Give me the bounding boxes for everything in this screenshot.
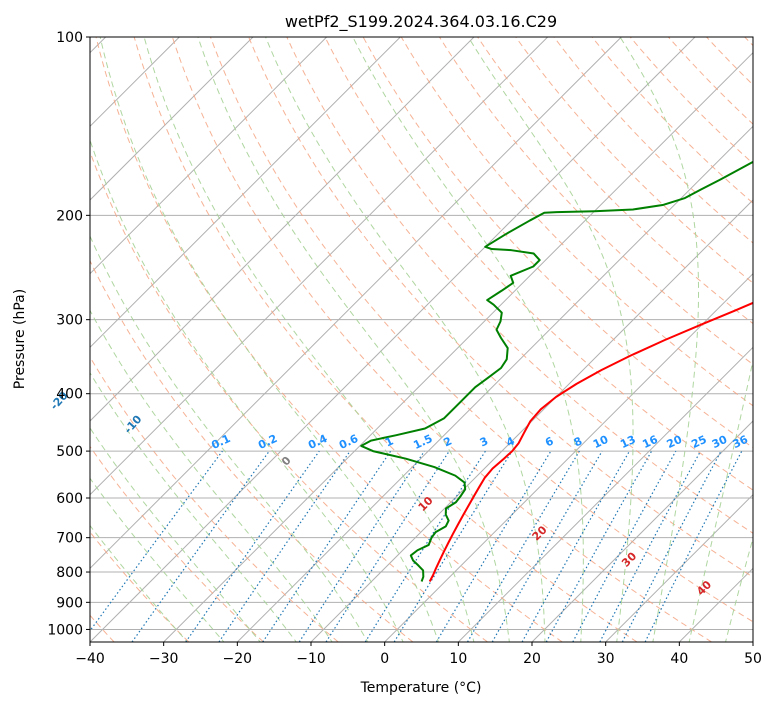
mixing-ratio-label: 36 xyxy=(731,433,751,451)
mixing-ratio-line xyxy=(185,450,320,642)
mixing-ratio-label: 10 xyxy=(591,433,611,451)
x-tick-label-20: 20 xyxy=(523,651,541,667)
moist-adiabat xyxy=(90,309,333,642)
isotherm xyxy=(605,493,753,642)
mixing-ratio-line xyxy=(262,450,392,642)
dry-adiabat xyxy=(90,445,264,642)
moist-adiabat xyxy=(725,536,753,642)
dry-adiabats xyxy=(90,37,753,642)
moist-adiabat xyxy=(688,358,753,642)
mixing-ratio-line xyxy=(521,450,631,642)
mixing-ratio-line xyxy=(393,450,513,642)
mixing-ratio-line xyxy=(545,450,653,642)
x-tick-label--20: −20 xyxy=(223,651,253,667)
moist-adiabat xyxy=(90,427,261,642)
y-tick-label-200: 200 xyxy=(56,208,83,224)
moist-adiabat xyxy=(467,37,634,642)
mixing-ratio-label: 30 xyxy=(710,433,730,451)
dry-adiabat xyxy=(95,37,563,642)
dewpoint-line xyxy=(360,160,753,582)
moist-adiabat xyxy=(90,524,188,642)
isotherm xyxy=(90,37,401,349)
isotherm xyxy=(90,37,622,570)
isotherm xyxy=(384,272,753,642)
y-tick-label-1000: 1000 xyxy=(47,622,83,638)
mixing-ratio-line xyxy=(90,450,223,632)
x-tick-label--40: −40 xyxy=(75,651,105,667)
x-tick-label-50: 50 xyxy=(744,651,762,667)
y-tick-label-600: 600 xyxy=(56,491,83,507)
moist-adiabat xyxy=(90,371,297,642)
dry-adiabat xyxy=(248,37,753,578)
mixing-ratio-label: 16 xyxy=(640,433,660,451)
mixing-ratio-lines xyxy=(90,450,743,642)
moist-adiabat xyxy=(90,138,404,642)
moist-adiabat xyxy=(197,37,510,642)
mixing-ratio-line xyxy=(131,450,270,642)
y-tick-label-300: 300 xyxy=(56,313,83,329)
y-tick-label-500: 500 xyxy=(56,444,83,460)
plot-area xyxy=(90,37,753,642)
isotherm xyxy=(457,346,753,642)
isobar-grid xyxy=(90,37,753,630)
isotherm xyxy=(90,37,328,275)
dry-adiabat xyxy=(90,356,339,642)
isotherm xyxy=(90,37,254,201)
mixing-ratio-label: 20 xyxy=(665,433,685,451)
isotherm xyxy=(236,125,753,642)
y-axis-label: Pressure (hPa) xyxy=(12,289,28,389)
x-tick-label-40: 40 xyxy=(670,651,688,667)
dry-adiabat xyxy=(515,37,753,284)
isotherm xyxy=(531,420,753,642)
y-axis-ticks: 100 200 300 400 500 600 700 800 900 1000 xyxy=(47,30,90,638)
isotherm xyxy=(163,51,753,642)
moist-adiabat xyxy=(99,37,440,642)
x-tick-label-10: 10 xyxy=(449,651,467,667)
isotherm xyxy=(90,37,549,496)
chart-title: wetPf2_S199.2024.364.03.16.C29 xyxy=(285,12,557,32)
dry-adiabat xyxy=(133,37,638,642)
moist-adiabat xyxy=(90,234,369,642)
mixing-ratio-line xyxy=(298,450,425,642)
dry-adiabat xyxy=(171,37,712,642)
moist-adiabat xyxy=(90,477,225,642)
y-tick-label-100: 100 xyxy=(56,30,83,46)
mixing-ratio-line xyxy=(572,450,677,642)
y-tick-label-900: 900 xyxy=(56,595,83,611)
x-axis-label: Temperature (°C) xyxy=(360,680,482,696)
y-tick-label-700: 700 xyxy=(56,531,83,547)
mixing-ratio-line xyxy=(218,450,351,642)
temperature-line xyxy=(428,301,753,582)
isotherm xyxy=(90,37,696,642)
dry-adiabat xyxy=(324,37,753,491)
mixing-ratio-line xyxy=(325,450,450,642)
x-tick-label--10: −10 xyxy=(296,651,326,667)
dry-adiabat xyxy=(90,259,414,642)
dry-adiabat xyxy=(286,37,753,534)
isotherm xyxy=(90,37,475,422)
mixing-ratio-label: 25 xyxy=(689,433,708,451)
profile-series xyxy=(360,160,753,582)
x-tick-label-0: 0 xyxy=(380,651,389,667)
isotherm-grid xyxy=(90,37,753,642)
y-tick-label-400: 400 xyxy=(56,387,83,403)
x-axis-ticks: −40 −30 −20 −10 0 10 20 30 40 50 xyxy=(75,642,762,667)
mixing-ratio-line xyxy=(644,450,743,642)
x-tick-label--30: −30 xyxy=(149,651,179,667)
dry-adiabat xyxy=(210,37,753,623)
mixing-ratio-label: 13 xyxy=(618,433,637,451)
plot-frame xyxy=(89,36,754,643)
x-tick-label-30: 30 xyxy=(597,651,615,667)
moist-adiabat xyxy=(143,37,475,642)
moist-adiabat xyxy=(619,37,700,642)
y-tick-label-800: 800 xyxy=(56,565,83,581)
